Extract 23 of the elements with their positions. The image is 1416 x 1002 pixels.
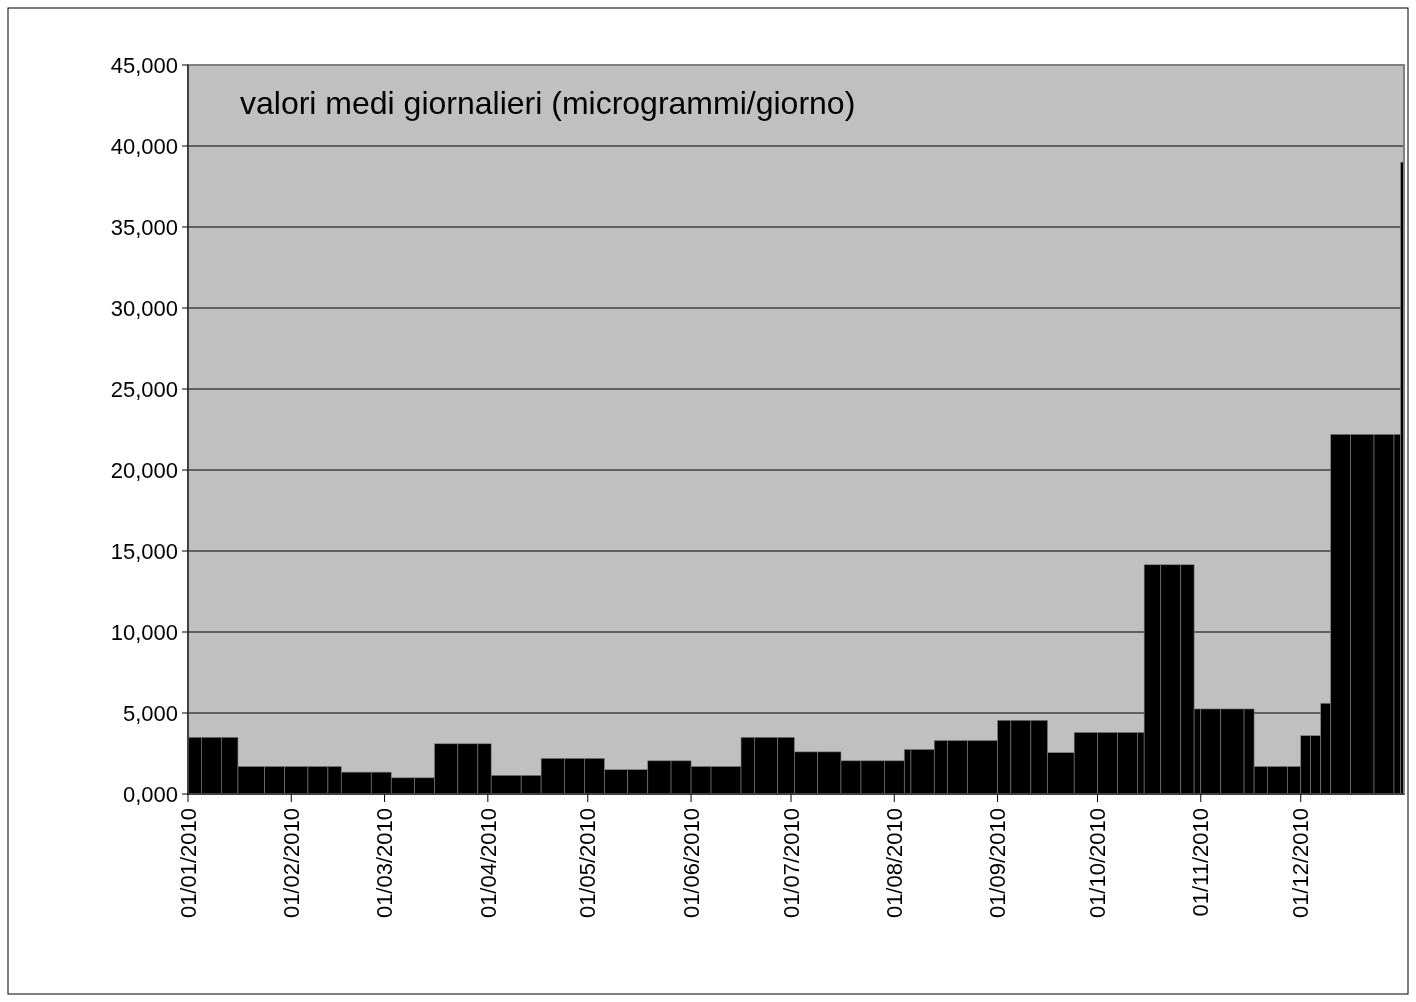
y-tick-label: 10,000 <box>110 619 178 645</box>
y-tick-label: 15,000 <box>110 538 178 564</box>
x-tick-label: 01/08/2010 <box>881 808 907 919</box>
x-tick-label: 01/11/2010 <box>1188 808 1214 917</box>
x-tick-label: 01/01/2010 <box>175 808 201 919</box>
x-tick-label: 01/04/2010 <box>475 808 501 919</box>
y-tick-label: 30,000 <box>110 295 178 321</box>
y-tick-label: 35,000 <box>110 214 178 240</box>
x-tick-label: 01/05/2010 <box>575 808 601 919</box>
y-tick-label: 40,000 <box>110 133 178 159</box>
y-tick-label: 20,000 <box>110 457 178 483</box>
x-tick-label: 01/02/2010 <box>278 808 304 919</box>
y-tick-label: 0,000 <box>122 781 178 807</box>
x-tick-label: 01/09/2010 <box>985 808 1011 919</box>
x-tick-label: 01/03/2010 <box>372 808 398 919</box>
y-tick-label: 25,000 <box>110 376 178 402</box>
text: valori medi giornalieri (microgrammi/giorno) <box>240 85 856 121</box>
y-tick-label: 45,000 <box>110 52 178 78</box>
x-tick-label: 01/10/2010 <box>1085 808 1111 919</box>
y-tick-label: 5,000 <box>122 700 178 726</box>
x-tick-label: 01/12/2010 <box>1288 808 1314 919</box>
x-tick-label: 01/07/2010 <box>778 808 804 919</box>
x-tick-label: 01/06/2010 <box>678 808 704 919</box>
